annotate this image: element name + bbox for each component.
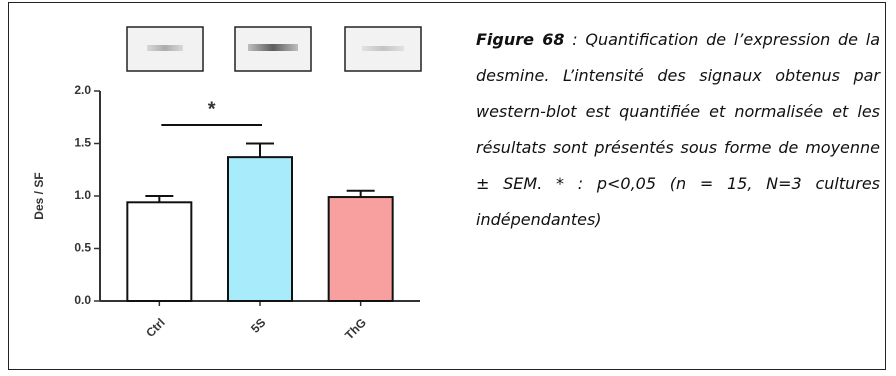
- y-tick-label: 0.5: [74, 241, 91, 255]
- caption-label: Figure 68: [476, 30, 565, 49]
- bar: [126, 201, 193, 302]
- x-tick-label: ThG: [342, 315, 369, 342]
- x-tick-label: 5S: [248, 315, 268, 335]
- significance-mark: *: [208, 98, 216, 120]
- y-tick-label: 1.5: [74, 136, 91, 150]
- caption-text: : Quantification de l’expression de la d…: [476, 30, 881, 229]
- bar: [227, 156, 293, 302]
- bar: [327, 196, 394, 302]
- y-tick-label: 1.0: [74, 188, 91, 202]
- figure-frame: [8, 2, 886, 370]
- y-tick-label: 2.0: [74, 83, 91, 97]
- x-tick-label: Ctrl: [143, 315, 168, 340]
- caption: Figure 68 : Quantification de l’expressi…: [476, 22, 880, 238]
- y-axis-label: Des / SF: [32, 172, 46, 219]
- y-tick-label: 0.0: [74, 293, 91, 307]
- western-blots: [126, 26, 422, 72]
- chart: Des / SF 0.0 0.5 1.0 1.5 2.0 Ctrl 5S ThG *: [32, 26, 422, 342]
